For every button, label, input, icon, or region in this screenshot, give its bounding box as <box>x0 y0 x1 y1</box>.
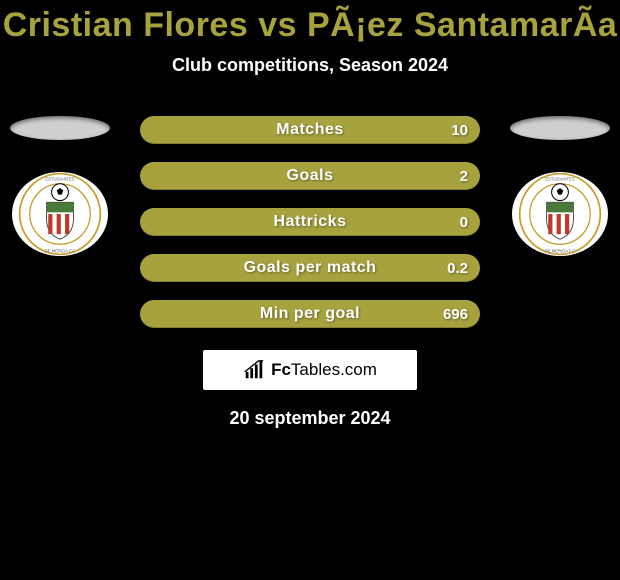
stat-label: Hattricks <box>274 213 347 231</box>
brand-rest: Tables.com <box>291 360 377 379</box>
club-crest-icon: DE MERIDA F.C ESTUDIANTES <box>512 172 608 256</box>
svg-text:DE MERIDA F.C: DE MERIDA F.C <box>45 249 75 254</box>
player-left-column: DE MERIDA F.C ESTUDIANTES <box>0 116 120 256</box>
stat-label: Matches <box>276 121 344 139</box>
club-badge-left: DE MERIDA F.C ESTUDIANTES <box>12 172 108 256</box>
stat-label: Min per goal <box>260 305 360 323</box>
stat-row-matches: Matches 10 <box>140 116 480 144</box>
svg-text:DE MERIDA F.C: DE MERIDA F.C <box>545 249 575 254</box>
svg-text:ESTUDIANTES: ESTUDIANTES <box>545 176 575 181</box>
date-line: 20 september 2024 <box>0 408 620 429</box>
brand-box: FcTables.com <box>203 350 417 390</box>
player-right-column: DE MERIDA F.C ESTUDIANTES <box>500 116 620 256</box>
stat-right-value: 0 <box>460 214 468 231</box>
stat-right-value: 2 <box>460 168 468 185</box>
brand-strong: Fc <box>271 360 291 379</box>
player-right-placeholder-ellipse <box>510 116 610 140</box>
stat-label: Goals per match <box>244 259 377 277</box>
club-badge-right: DE MERIDA F.C ESTUDIANTES <box>512 172 608 256</box>
stat-row-min-per-goal: Min per goal 696 <box>140 300 480 328</box>
stat-rows: Matches 10 Goals 2 Hattricks 0 Goals per… <box>140 116 480 328</box>
subtitle: Club competitions, Season 2024 <box>0 55 620 76</box>
bar-chart-icon <box>243 359 265 381</box>
stats-area: DE MERIDA F.C ESTUDIANTES <box>0 116 620 328</box>
stat-right-value: 10 <box>451 122 468 139</box>
stat-row-goals: Goals 2 <box>140 162 480 190</box>
brand-text: FcTables.com <box>271 360 377 380</box>
club-crest-icon: DE MERIDA F.C ESTUDIANTES <box>12 172 108 256</box>
svg-text:ESTUDIANTES: ESTUDIANTES <box>45 176 75 181</box>
page-title: Cristian Flores vs PÃ¡ez SantamarÃ­a <box>0 0 620 45</box>
stat-row-hattricks: Hattricks 0 <box>140 208 480 236</box>
player-left-placeholder-ellipse <box>10 116 110 140</box>
stat-label: Goals <box>287 167 334 185</box>
stat-row-goals-per-match: Goals per match 0.2 <box>140 254 480 282</box>
stat-right-value: 696 <box>443 306 468 323</box>
stat-right-value: 0.2 <box>447 260 468 277</box>
